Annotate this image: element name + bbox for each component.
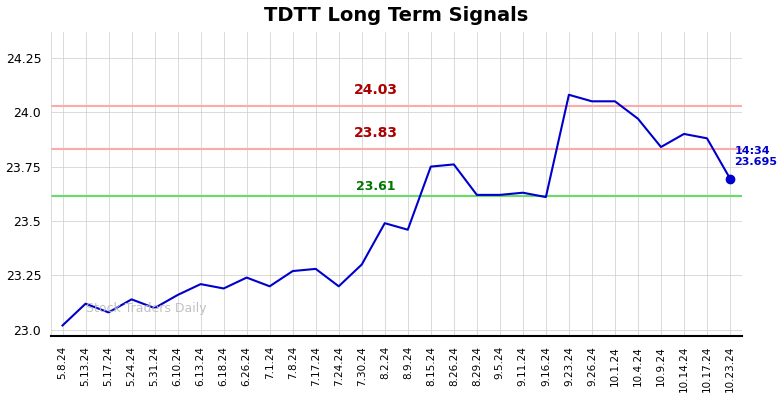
- Text: 24.03: 24.03: [354, 83, 398, 97]
- Text: 23.61: 23.61: [357, 180, 396, 193]
- Text: 23.83: 23.83: [354, 127, 398, 140]
- Title: TDTT Long Term Signals: TDTT Long Term Signals: [264, 6, 528, 25]
- Text: Stock Traders Daily: Stock Traders Daily: [85, 302, 206, 315]
- Text: 14:34
23.695: 14:34 23.695: [735, 146, 778, 167]
